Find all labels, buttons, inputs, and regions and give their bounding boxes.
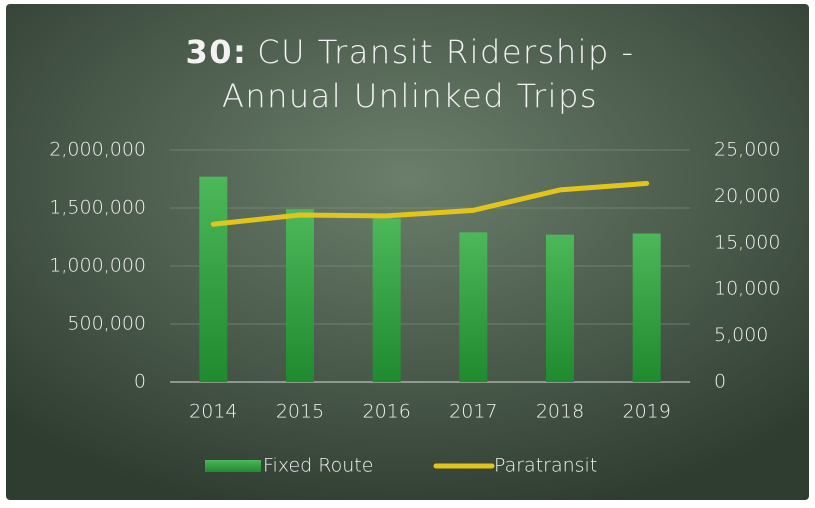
bar xyxy=(632,233,661,382)
legend-swatch xyxy=(205,460,261,472)
chart-title: Annual Unlinked Trips xyxy=(222,77,598,115)
y2-tick-label: 25,000 xyxy=(714,139,780,161)
line xyxy=(210,180,650,227)
x-tick-label: 2014 xyxy=(189,401,237,423)
y-tick-label: 0 xyxy=(134,371,146,393)
bar xyxy=(372,218,401,382)
y-tick-label: 2,000,000 xyxy=(49,139,146,161)
y-tick-label: 1,500,000 xyxy=(49,197,146,219)
y2-tick-label: 5,000 xyxy=(714,324,768,346)
bar xyxy=(286,209,314,382)
y2-tick-label: 15,000 xyxy=(714,231,780,253)
x-tick-label: 2015 xyxy=(276,401,324,423)
x-tick-label: 2018 xyxy=(536,401,584,423)
x-tick-label: 2016 xyxy=(362,401,410,423)
y2-tick-label: 10,000 xyxy=(714,278,780,300)
chart-title: 30: CU Transit Ridership - xyxy=(185,33,634,71)
y-tick-label: 500,000 xyxy=(67,313,146,335)
bar xyxy=(459,232,488,382)
legend-label: Fixed Route xyxy=(263,455,373,477)
y2-tick-label: 20,000 xyxy=(714,185,780,207)
title-line: CU Transit Ridership - xyxy=(257,33,634,71)
bar xyxy=(199,176,228,382)
y2-tick-label: 0 xyxy=(714,371,726,393)
title-number: 30: xyxy=(185,33,247,71)
x-tick-label: 2019 xyxy=(622,401,670,423)
x-tick-label: 2017 xyxy=(449,401,497,423)
y-tick-label: 1,000,000 xyxy=(49,255,146,277)
bar xyxy=(546,234,574,382)
legend-label: Paratransit xyxy=(494,455,597,477)
